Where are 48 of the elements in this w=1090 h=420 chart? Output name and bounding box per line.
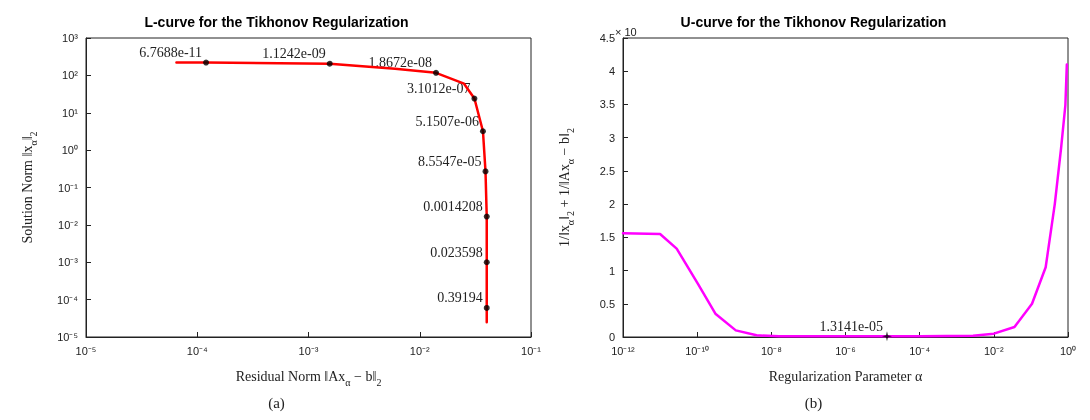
y-tick-label: 3.5	[599, 98, 615, 111]
x-tick-label: 10⁰	[1059, 344, 1077, 357]
y-tick-label: 1	[608, 264, 615, 277]
y-tick-label: 10⁻⁴	[57, 293, 79, 306]
chart-title: U-curve for the Tikhonov Regularization	[680, 14, 947, 30]
y-tick-label: 0	[608, 331, 615, 343]
y-tick-label: 4.5	[599, 32, 615, 44]
x-tick-label: 10⁻¹	[521, 344, 542, 357]
x-tick-label: 10⁻⁸	[760, 344, 782, 357]
annotation: 0.39194	[437, 290, 483, 306]
y-tick-label: 10²	[62, 69, 79, 82]
annotation: 8.5547e-05	[418, 153, 482, 169]
y-tick-label: 2.5	[599, 164, 615, 177]
y-tick-label: 10⁻⁵	[57, 331, 78, 343]
x-tick-label: 10⁻¹²	[611, 344, 636, 357]
y-tick-label: 10⁻³	[58, 256, 79, 269]
y-tick-label: 10⁻²	[58, 218, 79, 231]
y-tick-label: 2	[608, 198, 615, 211]
x-tick-label: 10⁻⁴	[909, 344, 931, 357]
y-axis-title: Solution Norm ‖xα‖2	[19, 131, 39, 244]
annotation: 1.1242e-09	[262, 46, 326, 62]
text: (b)	[804, 394, 823, 412]
annotation: 1.8672e-08	[368, 55, 433, 71]
x-tick-label: 10⁻³	[298, 344, 319, 357]
y-tick-label: 1.5	[599, 231, 615, 244]
x-tick-label: 10⁻⁶	[835, 344, 856, 357]
annotation: 0.0014208	[423, 199, 483, 215]
y-tick-label: 10⁰	[61, 144, 78, 157]
y-tick-label: 10¹	[62, 106, 79, 119]
y-tick-label: 4	[608, 65, 615, 78]
x-tick-label: 10⁻¹⁰	[685, 344, 710, 357]
y-tick-label: 10³	[62, 32, 79, 44]
text: × 10	[615, 25, 637, 38]
annotation: 6.7688e-11	[139, 45, 203, 61]
x-tick-label: 10⁻²	[983, 344, 1005, 357]
y-tick-label: 0.5	[599, 297, 615, 310]
x-axis-title: Regularization Parameter α	[768, 368, 923, 384]
chart-title: L-curve for the Tikhonov Regularization	[144, 14, 409, 30]
text: (a)	[268, 394, 285, 412]
x-tick-label: 10⁻²	[409, 344, 431, 357]
y-axis-title: 1/‖xα‖2 + 1/‖Axα − b‖2	[556, 128, 576, 247]
x-tick-label: 10⁻⁵	[75, 344, 97, 357]
x-tick-label: 10⁻⁴	[186, 344, 208, 357]
annotation: 5.1507e-06	[415, 113, 479, 129]
y-tick-label: 3	[608, 131, 615, 144]
y-tick-label: 10⁻¹	[58, 181, 79, 194]
annotation: 1.3141e-05	[819, 318, 883, 334]
annotation: 0.023598	[430, 244, 483, 260]
